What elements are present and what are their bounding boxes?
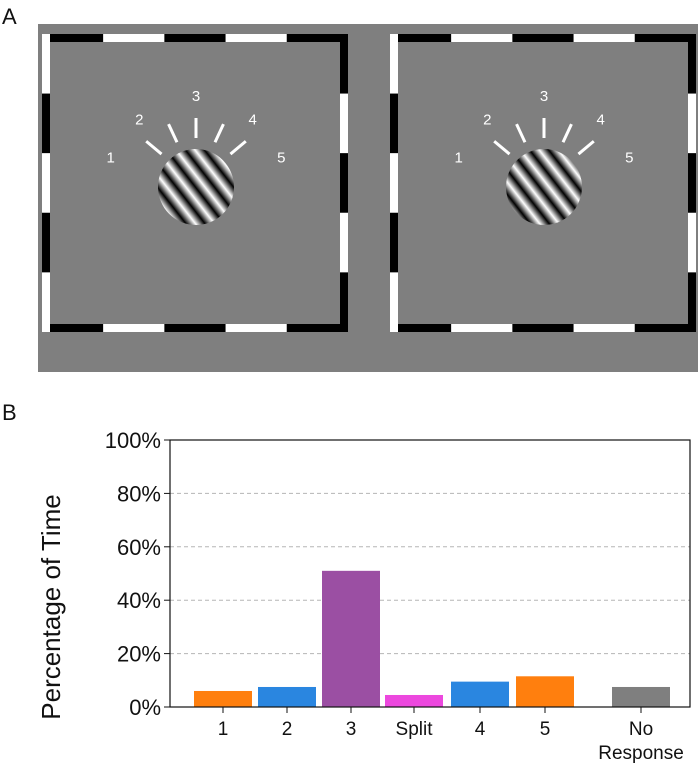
frame-left-segment bbox=[42, 153, 50, 213]
y-tick-label: 20% bbox=[117, 642, 161, 667]
panel-b-label: B bbox=[2, 400, 17, 425]
y-axis-label: Percentage of Time bbox=[36, 494, 66, 719]
bar-2 bbox=[258, 686, 316, 707]
stimulus-svg: 1 2 3 4 5 1 2 3 4 5 bbox=[38, 24, 698, 372]
stimulus-screen-right: 1 2 3 4 5 bbox=[390, 34, 696, 332]
bar-5 bbox=[516, 676, 574, 707]
response-tick bbox=[577, 140, 595, 156]
bars bbox=[194, 570, 670, 707]
frame-right-segment bbox=[688, 34, 696, 94]
y-tick-label: 0% bbox=[129, 695, 161, 720]
stimulus-display: 1 2 3 4 5 1 2 3 4 5 bbox=[38, 24, 698, 377]
frame-top-segment bbox=[103, 34, 165, 42]
x-tick-label: No bbox=[629, 719, 653, 740]
frame-left-segment bbox=[42, 34, 50, 94]
grid-lines bbox=[170, 492, 690, 655]
y-tick-label: 100% bbox=[105, 428, 161, 453]
frame-right-segment bbox=[340, 153, 348, 213]
response-number: 1 bbox=[107, 150, 115, 167]
grating-stripes bbox=[506, 149, 582, 225]
x-tick-label: 3 bbox=[346, 719, 357, 740]
x-tick-label: 4 bbox=[475, 719, 486, 740]
frame-left-segment bbox=[390, 93, 398, 154]
frame-bottom-segment bbox=[164, 324, 226, 332]
bar-chart: Percentage of Time 0% 20% 40% 60% 80% 100% 1 2… bbox=[0, 415, 700, 774]
x-tick-label: 5 bbox=[540, 719, 551, 740]
frame-bottom-segment bbox=[225, 324, 287, 332]
y-tick-label: 40% bbox=[117, 588, 161, 613]
y-ticks: 0% 20% 40% 60% 80% 100% bbox=[105, 428, 170, 720]
stimulus-screen-left: 1 2 3 4 5 bbox=[42, 34, 348, 332]
frame-top-segment bbox=[164, 34, 226, 42]
frame-right-segment bbox=[340, 272, 348, 332]
frame-bottom-segment bbox=[103, 324, 165, 332]
frame-top-segment bbox=[634, 34, 696, 42]
frame-bottom-segment bbox=[42, 324, 104, 332]
plot-frame bbox=[169, 439, 691, 708]
response-tick bbox=[213, 123, 225, 143]
bar-4 bbox=[451, 681, 509, 707]
frame-right-segment bbox=[340, 212, 348, 273]
frame-top-segment bbox=[225, 34, 287, 42]
frame-right-segment bbox=[340, 93, 348, 154]
response-tick bbox=[493, 140, 511, 156]
frame-bottom-segment bbox=[390, 324, 452, 332]
frame-right-segment bbox=[688, 272, 696, 332]
y-tick-label: 80% bbox=[117, 481, 161, 506]
frame-top-segment bbox=[286, 34, 348, 42]
frame-bottom-segment bbox=[451, 324, 513, 332]
frame-top-segment bbox=[390, 34, 452, 42]
response-tick bbox=[561, 123, 573, 143]
frame-right-segment bbox=[688, 153, 696, 213]
frame-left-segment bbox=[390, 272, 398, 332]
frame-top-segment bbox=[512, 34, 574, 42]
response-tick bbox=[167, 123, 179, 143]
x-tick-label: 1 bbox=[218, 719, 229, 740]
frame-left-segment bbox=[42, 93, 50, 154]
grating-stripes bbox=[158, 149, 234, 225]
grating-icon bbox=[506, 149, 582, 225]
bar-1 bbox=[194, 690, 252, 707]
x-tick-label: Split bbox=[396, 719, 434, 740]
response-number: 5 bbox=[625, 150, 633, 167]
bar-no-response bbox=[612, 686, 670, 707]
response-tick bbox=[515, 123, 527, 143]
x-tick-label: Response bbox=[598, 743, 684, 764]
response-number: 4 bbox=[248, 112, 256, 129]
panel-a-label: A bbox=[2, 4, 17, 29]
response-number: 3 bbox=[540, 88, 548, 105]
frame-right-segment bbox=[340, 34, 348, 94]
frame-top-segment bbox=[42, 34, 104, 42]
x-ticks: 1 2 3 Split 4 5 No Response bbox=[218, 707, 684, 764]
bar-split bbox=[385, 694, 443, 707]
grating-icon bbox=[158, 149, 234, 225]
x-tick-label: 2 bbox=[282, 719, 293, 740]
frame-bottom-segment bbox=[286, 324, 348, 332]
response-number: 1 bbox=[455, 150, 463, 167]
frame-left-segment bbox=[42, 272, 50, 332]
frame-right-segment bbox=[688, 93, 696, 154]
response-number: 5 bbox=[277, 150, 285, 167]
frame-left-segment bbox=[42, 212, 50, 273]
frame-bottom-segment bbox=[573, 324, 635, 332]
frame-left-segment bbox=[390, 34, 398, 94]
response-number: 3 bbox=[192, 88, 200, 105]
frame-bottom-segment bbox=[512, 324, 574, 332]
frame-top-segment bbox=[573, 34, 635, 42]
frame-bottom-segment bbox=[634, 324, 696, 332]
chart-svg: Percentage of Time 0% 20% 40% 60% 80% 100% 1 2… bbox=[36, 428, 691, 764]
response-number: 2 bbox=[135, 112, 143, 129]
response-tick bbox=[145, 140, 163, 156]
response-tick bbox=[229, 140, 247, 156]
frame-left-segment bbox=[390, 153, 398, 213]
frame-top-segment bbox=[451, 34, 513, 42]
response-number: 4 bbox=[596, 112, 604, 129]
response-number: 2 bbox=[483, 112, 491, 129]
y-tick-label: 60% bbox=[117, 535, 161, 560]
bar-3 bbox=[322, 570, 380, 707]
frame-left-segment bbox=[390, 212, 398, 273]
frame-right-segment bbox=[688, 212, 696, 273]
